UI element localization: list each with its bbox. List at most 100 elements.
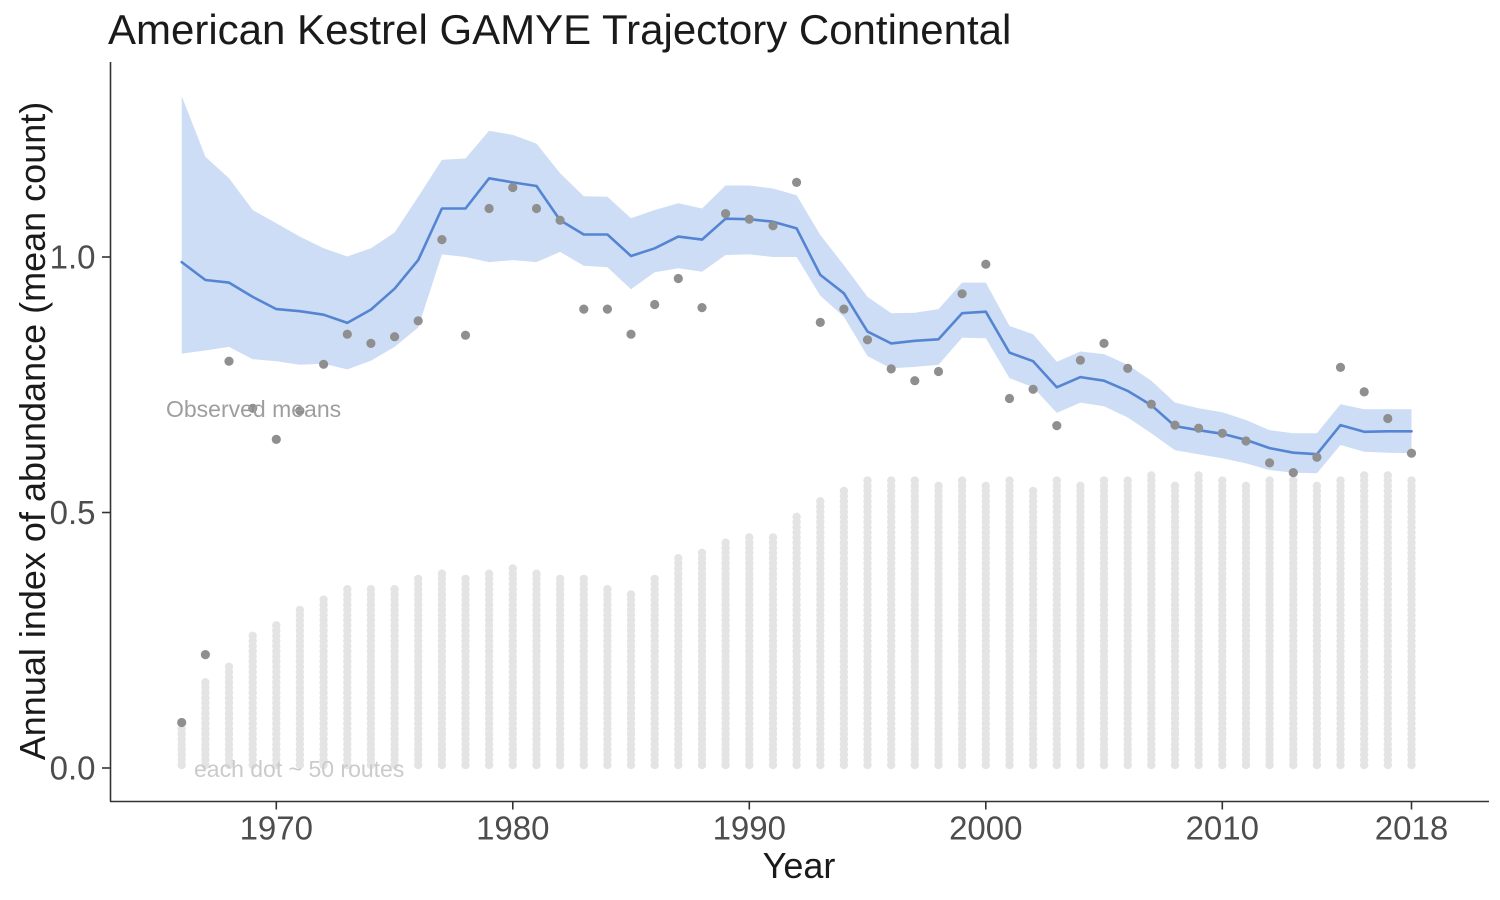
route-dot	[1312, 481, 1322, 490]
observed-mean-point	[224, 356, 234, 366]
route-dot	[745, 533, 754, 542]
observed-mean-point	[508, 182, 518, 193]
observed-mean-point	[390, 332, 400, 342]
route-dot-stack	[177, 724, 186, 770]
route-dot-stack	[555, 574, 565, 770]
route-dot-stack	[248, 631, 257, 770]
route-dot	[484, 569, 494, 578]
observed-mean-point	[366, 338, 376, 348]
route-dot-stack	[366, 585, 376, 770]
observed-mean-point	[673, 273, 683, 284]
y-tick-label: 0.0	[50, 750, 96, 787]
observed-mean-point	[1075, 355, 1085, 365]
route-dot	[414, 574, 423, 584]
route-dot	[1028, 486, 1038, 496]
route-dot	[1099, 476, 1109, 485]
observed-mean-point	[697, 303, 707, 313]
route-dot	[177, 724, 186, 733]
route-dot	[863, 476, 872, 485]
route-dot	[1170, 481, 1180, 490]
route-dot-stack	[484, 569, 494, 770]
route-dot-stack	[1218, 476, 1227, 770]
route-dot-stack	[697, 548, 707, 770]
observed-mean-point	[177, 717, 187, 728]
index-line	[180, 177, 1413, 456]
x-tick-label: 2018	[1375, 810, 1448, 847]
route-dot-stack	[1052, 476, 1062, 770]
route-dot-stack	[816, 497, 825, 770]
route-dot	[650, 574, 659, 584]
observed-mean-point	[413, 316, 423, 326]
route-dot-stack	[1289, 476, 1298, 770]
route-dot	[1289, 476, 1298, 485]
route-dot	[1336, 476, 1345, 485]
routes-annotation: each dot ~ 50 routes	[194, 756, 405, 782]
route-dot	[934, 481, 943, 490]
observed-mean-point	[933, 366, 944, 377]
observed-mean-point	[1312, 452, 1322, 462]
route-dot	[697, 548, 707, 558]
route-dot-stack	[508, 564, 517, 770]
route-dot-stack	[1123, 476, 1132, 770]
route-dot-stack	[1383, 471, 1393, 770]
route-dot-stack	[603, 585, 612, 770]
route-dot	[343, 585, 352, 594]
route-dot-stack	[1005, 476, 1014, 770]
route-dot	[1383, 471, 1393, 480]
observed-mean-point	[1406, 448, 1417, 458]
observed-mean-point	[1123, 363, 1133, 373]
route-dot-stack	[792, 512, 801, 770]
observed-mean-point	[342, 329, 352, 339]
observed-mean-points	[177, 177, 1417, 728]
y-tick-label: 1.0	[50, 239, 96, 276]
observed-mean-point	[484, 203, 494, 214]
route-dot-stack	[768, 533, 778, 770]
route-dot-stack	[201, 678, 210, 770]
observed-mean-point	[721, 209, 731, 219]
route-dot-stack	[863, 476, 872, 770]
route-dot-stack	[1147, 471, 1156, 770]
route-dot-stack	[839, 486, 849, 770]
route-dot-stack	[343, 585, 352, 770]
route-dot	[295, 605, 305, 615]
observed-mean-point	[839, 304, 849, 314]
route-dot-stack	[1241, 481, 1251, 770]
route-dot	[508, 564, 517, 573]
observed-mean-point	[1335, 362, 1346, 372]
observed-mean-point	[248, 403, 258, 413]
route-dot	[981, 481, 990, 490]
observed-mean-point	[1146, 399, 1156, 409]
x-tick-label: 2000	[949, 810, 1022, 847]
route-dot-stack	[272, 621, 281, 770]
observed-mean-point	[1052, 421, 1062, 431]
observed-mean-point	[910, 376, 920, 386]
route-dot-stack	[957, 476, 967, 770]
observed-mean-point	[1288, 468, 1298, 478]
observed-mean-point	[1383, 413, 1393, 424]
x-axis-title: Year	[762, 845, 836, 886]
route-dot	[1005, 476, 1014, 485]
y-tick-label: 0.5	[50, 494, 96, 531]
observed-mean-point	[862, 335, 873, 345]
observed-mean-point	[460, 330, 471, 340]
route-dot-stack	[934, 481, 943, 770]
observed-mean-point	[555, 215, 565, 225]
route-dot	[1147, 471, 1156, 480]
route-dot	[461, 574, 470, 584]
route-dot-stack	[1099, 476, 1109, 770]
chart-title: American Kestrel GAMYE Trajectory Contin…	[108, 6, 1012, 53]
route-dot-stack	[626, 590, 636, 770]
route-dot-stack	[745, 533, 754, 770]
x-tick-label: 1970	[240, 810, 313, 847]
observed-mean-point	[531, 203, 542, 214]
observed-mean-point	[579, 304, 589, 314]
observed-mean-point	[1265, 458, 1275, 468]
route-dot-stack	[1170, 481, 1180, 770]
route-dot-stack	[461, 574, 470, 770]
x-tick-label: 2010	[1186, 810, 1259, 847]
observed-mean-point	[295, 406, 305, 416]
observed-mean-point	[1099, 338, 1109, 348]
observed-mean-point	[319, 359, 329, 369]
observed-mean-point	[1028, 384, 1038, 394]
